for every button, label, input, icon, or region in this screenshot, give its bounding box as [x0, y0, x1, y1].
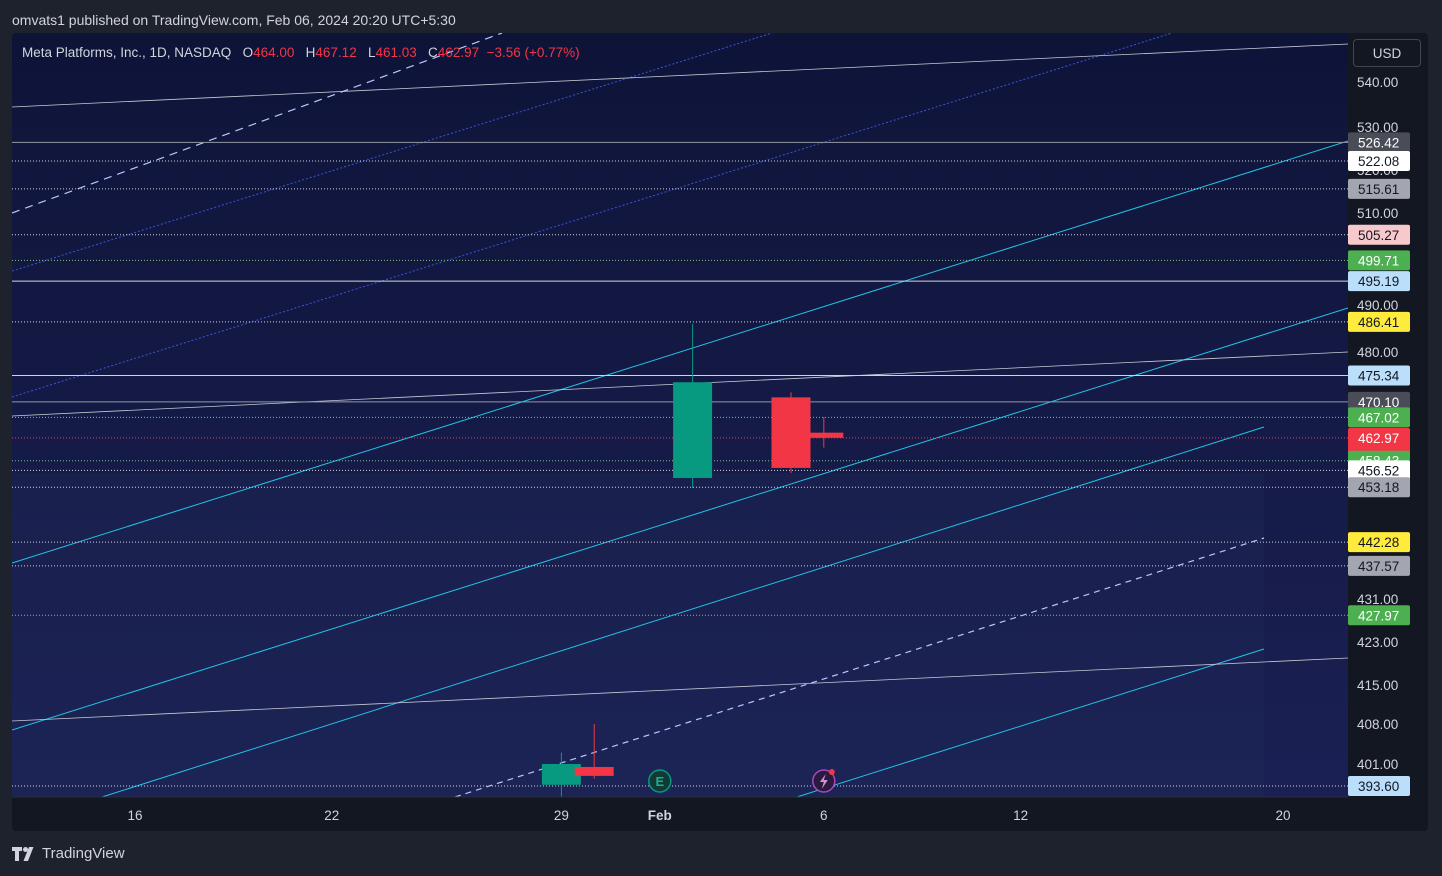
price-label-499-71[interactable]: 499.71 — [1348, 250, 1410, 271]
price-label-475-34[interactable]: 475.34 — [1348, 365, 1410, 386]
candle-2024-02-05[interactable] — [771, 392, 811, 473]
price-label-486-41[interactable]: 486.41 — [1348, 311, 1410, 332]
channel-line-1[interactable] — [12, 140, 1348, 564]
projection-zone — [12, 473, 1264, 797]
candle-body — [574, 766, 614, 776]
candle-body — [804, 432, 844, 438]
legend-open-value: 464.00 — [253, 45, 295, 60]
time-axis[interactable]: 16 22 29 Feb 6 12 20 — [127, 808, 1290, 823]
price-label-value: 495.19 — [1358, 274, 1399, 289]
blue-dotted-line-1[interactable] — [12, 33, 773, 272]
legend-change: −3.56 (+0.77%) — [486, 45, 580, 60]
price-label-393-60[interactable]: 393.60 — [1348, 776, 1410, 796]
price-label-value: 475.34 — [1358, 368, 1400, 383]
channel-line-2[interactable] — [12, 307, 1348, 731]
time-axis-bg — [12, 797, 1428, 831]
price-labels: 526.42 522.08 515.61 505.27 499.71 495.19 486.… — [1348, 132, 1411, 796]
legend-close-key: C — [428, 45, 438, 60]
y-tick-label: 480.00 — [1357, 345, 1398, 360]
price-axis[interactable]: 540.00530.00520.00510.00490.00480.00431.… — [1357, 75, 1398, 772]
dashed-trend-upper[interactable] — [12, 33, 503, 214]
x-tick-label: 16 — [127, 808, 142, 823]
price-label-453-18[interactable]: 453.18 — [1348, 477, 1410, 498]
price-label-value: 526.42 — [1358, 135, 1399, 150]
legend-close-value: 462.97 — [437, 45, 480, 60]
price-label-value: 437.57 — [1358, 559, 1399, 574]
price-label-value: 499.71 — [1358, 253, 1399, 268]
dashed-trend-lower[interactable] — [454, 537, 1265, 797]
y-tick-label: 530.00 — [1357, 120, 1398, 135]
price-label-value: 453.18 — [1358, 480, 1399, 495]
channel-line-4[interactable] — [796, 648, 1265, 797]
price-label-value: 393.60 — [1358, 779, 1399, 794]
price-label-467-02[interactable]: 467.02 — [1348, 407, 1410, 428]
earnings-event-icon[interactable]: E — [648, 769, 672, 793]
thin-trend-top[interactable] — [12, 43, 1348, 108]
x-tick-label: 22 — [324, 808, 339, 823]
price-label-value: 515.61 — [1358, 182, 1399, 197]
candle-2024-01-30[interactable] — [574, 724, 614, 779]
legend-high-key: H — [305, 45, 316, 60]
price-label-526-42[interactable]: 526.42 — [1348, 132, 1410, 153]
candle-body — [771, 397, 811, 468]
chart-canvas[interactable]: E 540.00530.00520.00510.00490.00480.0043… — [12, 33, 1428, 831]
candle-body — [673, 382, 713, 479]
candle-body — [541, 764, 581, 785]
candle-2024-02-02[interactable] — [673, 323, 713, 489]
price-label-456-52[interactable]: 456.52 — [1348, 460, 1410, 481]
blue-dotted-line-2[interactable] — [12, 33, 1173, 398]
earnings-event-label: E — [655, 774, 664, 789]
price-label-value: 427.97 — [1358, 608, 1399, 623]
price-label-437-57[interactable]: 437.57 — [1348, 555, 1410, 576]
publish-info: omvats1 published on TradingView.com, Fe… — [12, 12, 456, 28]
legend-low-value: 461.03 — [375, 45, 417, 60]
y-tick-label: 510.00 — [1357, 206, 1398, 221]
tradingview-branding[interactable]: TradingView — [12, 844, 125, 864]
tradingview-logo-icon — [12, 847, 34, 861]
price-label-427-97[interactable]: 427.97 — [1348, 605, 1410, 626]
price-label-value: 467.02 — [1358, 410, 1399, 425]
events-layer: E — [648, 769, 836, 793]
x-tick-label: 6 — [820, 808, 828, 823]
y-tick-label: 415.00 — [1357, 678, 1398, 693]
x-tick-label: Feb — [648, 808, 672, 823]
price-label-442-28[interactable]: 442.28 — [1348, 532, 1410, 553]
candle-2024-01-29[interactable] — [541, 752, 581, 812]
price-label-value: 486.41 — [1358, 315, 1399, 330]
price-label-value: 462.97 — [1358, 431, 1399, 446]
y-tick-label: 540.00 — [1357, 75, 1398, 90]
price-label-value: 522.08 — [1358, 154, 1399, 169]
horizontal-levels — [12, 141, 1348, 787]
y-tick-label: 401.00 — [1357, 757, 1398, 772]
price-label-470-10[interactable]: 470.10 — [1348, 391, 1410, 412]
price-label-value: 456.52 — [1358, 463, 1399, 478]
price-label-value: 442.28 — [1358, 535, 1399, 550]
currency-button[interactable]: USD — [1353, 39, 1421, 67]
price-label-522-08[interactable]: 522.08 — [1348, 151, 1410, 172]
candle-2024-02-06[interactable] — [804, 416, 844, 448]
symbol-legend: Meta Platforms, Inc., 1D, NASDAQ O464.00… — [22, 44, 580, 62]
legend-low-key: L — [367, 45, 376, 60]
x-tick-label: 20 — [1275, 808, 1290, 823]
price-label-505-27[interactable]: 505.27 — [1348, 224, 1410, 245]
x-tick-label: 29 — [554, 808, 569, 823]
y-tick-label: 423.00 — [1357, 635, 1398, 650]
price-label-value: 470.10 — [1358, 395, 1399, 410]
channel-line-3[interactable] — [101, 426, 1265, 797]
price-label-495-19[interactable]: 495.19 — [1348, 271, 1410, 292]
legend-high-value: 467.12 — [315, 45, 357, 60]
chart-frame[interactable]: E 540.00530.00520.00510.00490.00480.0043… — [12, 33, 1428, 831]
price-label-value: 505.27 — [1358, 228, 1399, 243]
tradingview-wordmark: TradingView — [42, 845, 125, 862]
y-tick-label: 408.00 — [1357, 717, 1398, 732]
price-label-515-61[interactable]: 515.61 — [1348, 178, 1410, 199]
legend-open-key: O — [242, 45, 254, 60]
thin-trend-bottom[interactable] — [12, 657, 1348, 722]
candles-layer — [541, 323, 844, 812]
x-tick-label: 12 — [1013, 808, 1028, 823]
legend-symbol[interactable]: Meta Platforms, Inc., 1D, NASDAQ — [22, 45, 232, 60]
y-tick-label: 490.00 — [1357, 298, 1398, 313]
dividend-event-icon[interactable] — [812, 769, 836, 793]
y-tick-label: 431.00 — [1357, 592, 1398, 607]
